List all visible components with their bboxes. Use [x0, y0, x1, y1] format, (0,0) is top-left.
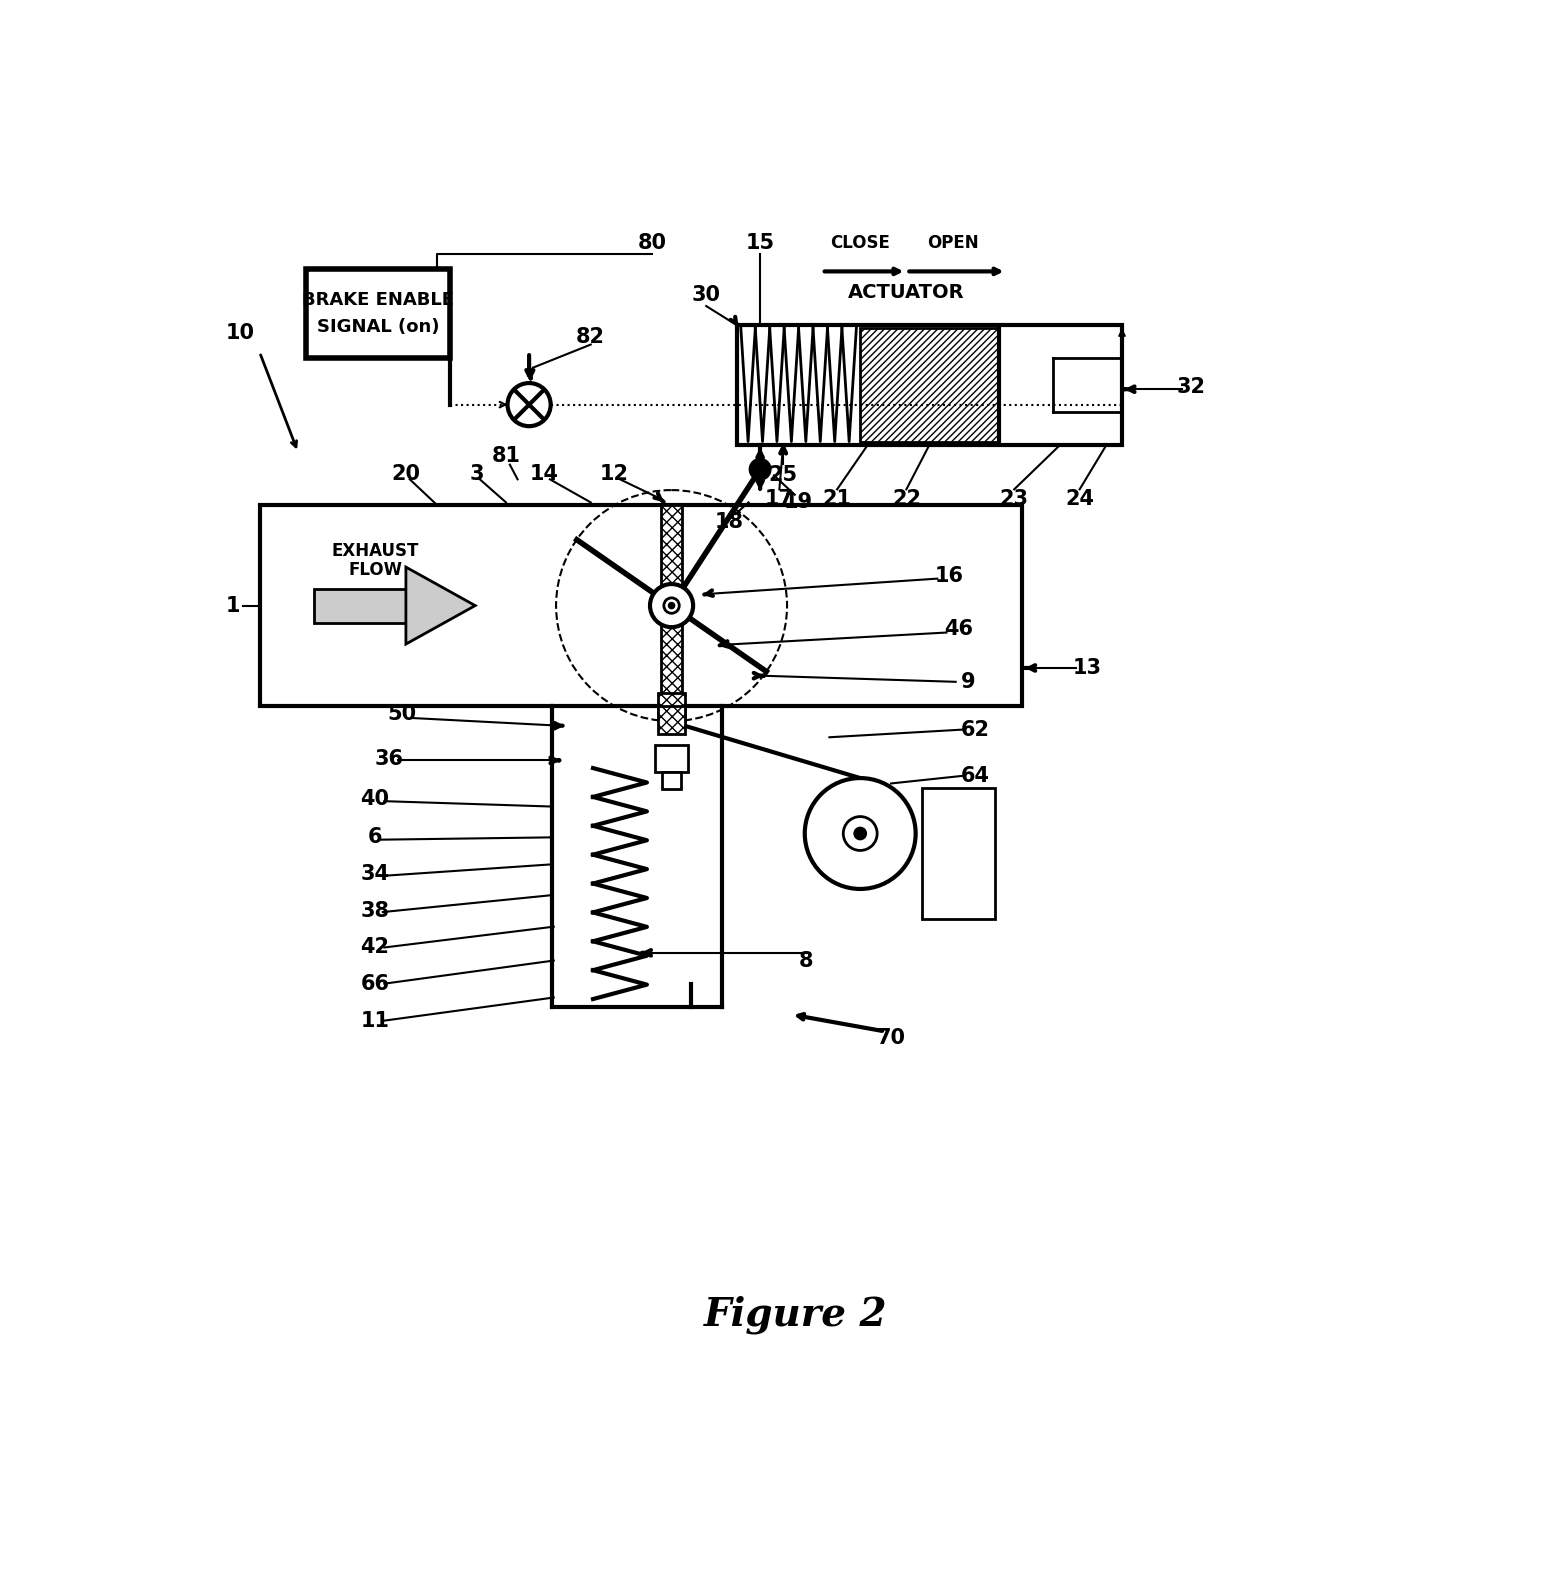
Text: 60: 60	[961, 858, 991, 878]
Text: 22: 22	[891, 489, 921, 508]
Text: OPEN: OPEN	[927, 235, 978, 252]
Text: 25: 25	[769, 465, 798, 486]
Text: 40: 40	[360, 789, 390, 808]
Bar	[860, 327, 999, 443]
Text: 9: 9	[961, 672, 975, 692]
Text: 46: 46	[944, 619, 974, 640]
Text: 23: 23	[1000, 489, 1028, 508]
Text: 19: 19	[784, 492, 814, 513]
Circle shape	[508, 383, 551, 426]
Circle shape	[663, 599, 679, 613]
Bar	[658, 707, 685, 734]
Text: 3: 3	[469, 464, 485, 484]
Circle shape	[843, 816, 877, 851]
Text: 1: 1	[225, 596, 239, 616]
Text: 6: 6	[368, 827, 382, 848]
Circle shape	[651, 584, 693, 627]
Text: SIGNAL (on): SIGNAL (on)	[317, 318, 439, 337]
Text: 20: 20	[391, 464, 421, 484]
Bar	[259, 505, 1022, 707]
Text: 36: 36	[374, 750, 404, 769]
Text: 10: 10	[225, 322, 255, 343]
Text: 11: 11	[360, 1010, 390, 1031]
Bar	[660, 505, 682, 707]
Text: 21: 21	[823, 489, 851, 508]
Text: 30: 30	[691, 284, 721, 305]
Text: 64: 64	[961, 765, 991, 786]
Text: 34: 34	[360, 864, 390, 885]
Text: 10: 10	[961, 811, 991, 832]
Text: 65: 65	[961, 904, 991, 924]
Text: 66: 66	[360, 973, 390, 994]
Text: 80: 80	[638, 233, 666, 252]
Text: 17: 17	[766, 489, 794, 508]
Bar	[314, 589, 405, 622]
Text: 12: 12	[599, 464, 629, 484]
Circle shape	[804, 778, 916, 889]
Bar	[655, 745, 688, 772]
Text: 82: 82	[576, 327, 606, 346]
Text: 16: 16	[935, 565, 963, 586]
Circle shape	[750, 459, 770, 480]
Text: ACTUATOR: ACTUATOR	[848, 283, 964, 302]
Text: BRAKE ENABLE: BRAKE ENABLE	[301, 291, 453, 310]
Text: FLOW: FLOW	[348, 561, 402, 578]
Bar	[922, 788, 995, 918]
Text: 70: 70	[876, 1027, 905, 1048]
Circle shape	[854, 827, 867, 840]
Text: Figure 2: Figure 2	[704, 1296, 887, 1334]
Text: 24: 24	[1065, 489, 1095, 508]
Text: 18: 18	[714, 511, 744, 532]
Text: 50: 50	[388, 703, 416, 724]
Text: 81: 81	[491, 446, 520, 467]
Circle shape	[668, 602, 674, 608]
Text: 38: 38	[360, 900, 390, 921]
Bar	[658, 692, 685, 721]
Bar	[306, 268, 450, 359]
Text: 15: 15	[745, 233, 775, 252]
Polygon shape	[405, 567, 475, 645]
Text: 62: 62	[961, 719, 991, 740]
Text: 14: 14	[530, 464, 559, 484]
Text: 42: 42	[360, 937, 390, 956]
Text: 13: 13	[1073, 657, 1103, 678]
Bar	[738, 326, 1121, 445]
Text: 8: 8	[800, 951, 814, 970]
Text: EXHAUST: EXHAUST	[331, 542, 419, 559]
Bar	[662, 772, 680, 789]
Text: CLOSE: CLOSE	[831, 235, 890, 252]
Text: 32: 32	[1177, 376, 1205, 397]
